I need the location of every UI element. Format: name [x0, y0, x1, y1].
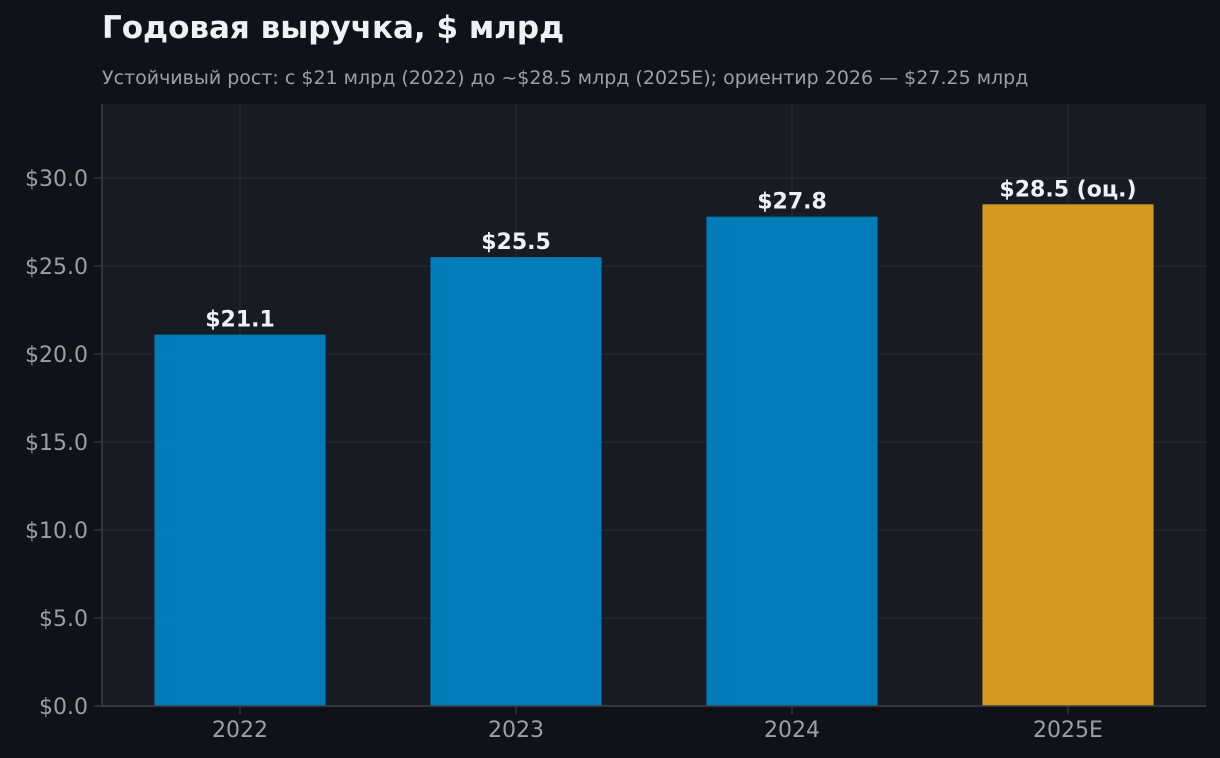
bar-data-label: $27.8 — [757, 190, 827, 215]
x-tick-label: 2023 — [488, 718, 544, 743]
bar-data-label: $28.5 (оц.) — [999, 177, 1136, 202]
y-tick-label: $30.0 — [25, 167, 88, 192]
bars — [154, 204, 1154, 707]
y-tick-label: $20.0 — [25, 343, 88, 368]
bar-data-label: $25.5 — [481, 230, 551, 255]
axes — [94, 104, 1206, 714]
chart-title: Годовая выручка, $ млрд — [102, 10, 564, 46]
bar — [430, 257, 602, 706]
y-tick-label: $5.0 — [39, 607, 88, 632]
bar — [154, 334, 326, 706]
y-tick-label: $0.0 — [39, 695, 88, 720]
y-tick-label: $15.0 — [25, 431, 88, 456]
chart-subtitle: Устойчивый рост: с $21 млрд (2022) до ~$… — [102, 67, 1028, 89]
y-tick-label: $10.0 — [25, 519, 88, 544]
bar — [706, 216, 878, 706]
bar-estimate — [982, 204, 1154, 707]
x-tick-label: 2025E — [1033, 718, 1103, 743]
y-tick-label: $25.0 — [25, 255, 88, 280]
bar-data-label: $21.1 — [205, 308, 275, 333]
x-tick-label: 2024 — [764, 718, 820, 743]
labels: $0.0 $5.0 $10.0 $15.0 $20.0 $25.0 $30.0 $21.1 20… — [25, 167, 1137, 743]
x-tick-label: 2022 — [212, 718, 268, 743]
